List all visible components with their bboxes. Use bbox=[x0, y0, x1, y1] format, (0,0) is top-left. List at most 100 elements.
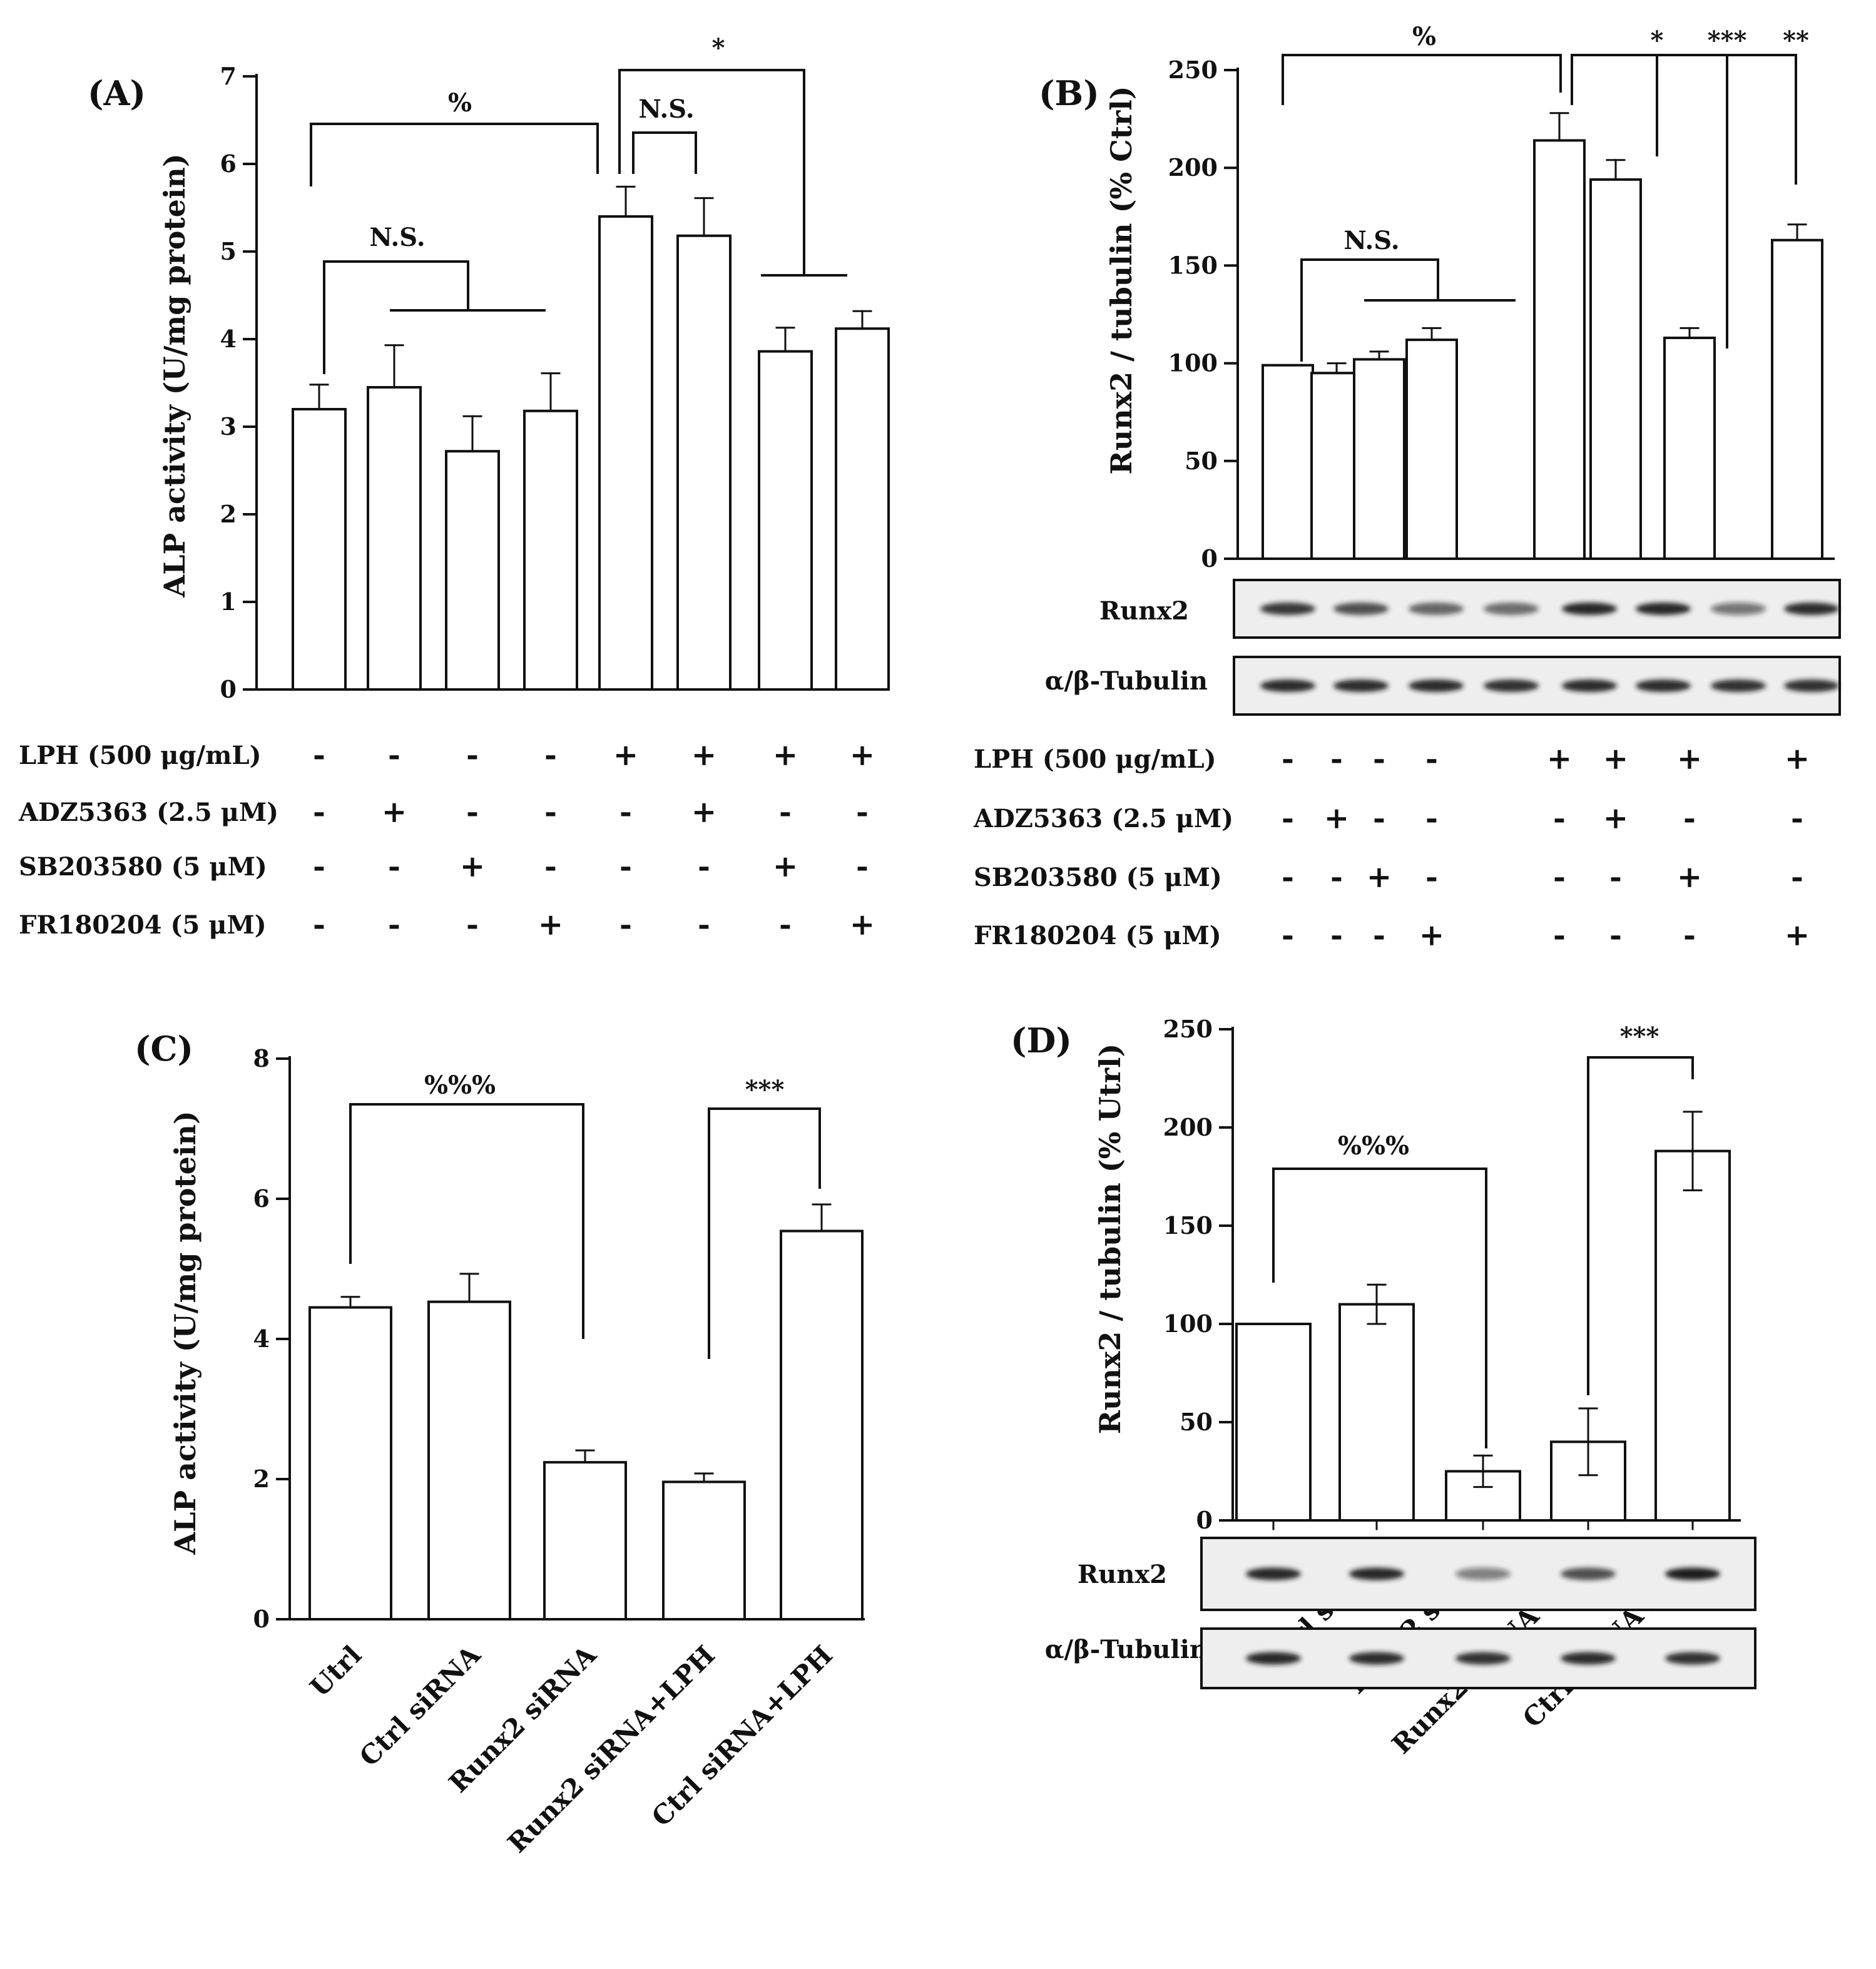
significance-bracket bbox=[310, 123, 599, 186]
y-tick-label: 6 bbox=[220, 150, 237, 178]
y-tick-label: 8 bbox=[253, 1044, 270, 1072]
blot-label-runx2: Runx2 bbox=[1078, 1560, 1167, 1589]
significance-label: * bbox=[1651, 26, 1664, 55]
significance-label: * bbox=[712, 33, 725, 63]
bar bbox=[1405, 338, 1458, 560]
treatment-sign: - bbox=[1553, 918, 1566, 953]
y-tick-label: 250 bbox=[1163, 1015, 1213, 1043]
blot-runx2-band bbox=[1562, 603, 1617, 615]
significance-label: N.S. bbox=[638, 94, 694, 124]
bar bbox=[523, 409, 578, 691]
y-tick-label: 0 bbox=[253, 1605, 270, 1633]
treatment-sign: - bbox=[619, 795, 632, 830]
blot-label-tubulin: α/β-Tubulin bbox=[1045, 1635, 1208, 1664]
significance-label: % bbox=[448, 88, 472, 118]
treatment-sign: + bbox=[1785, 741, 1810, 776]
significance-bracket bbox=[323, 260, 469, 374]
blot-label-runx2: Runx2 bbox=[1099, 596, 1189, 626]
y-tick-label: 4 bbox=[220, 325, 237, 353]
significance-bracket bbox=[1571, 54, 1797, 185]
treatment-sign: - bbox=[1282, 801, 1294, 836]
bar bbox=[780, 1229, 864, 1620]
panel-label: (A) bbox=[88, 73, 146, 113]
treatment-label: ADZ5363 (2.5 μM) bbox=[18, 798, 278, 827]
blot-runx2-band bbox=[1246, 1567, 1301, 1580]
treatment-sign: - bbox=[856, 849, 869, 884]
treatment-sign: + bbox=[382, 795, 407, 830]
treatment-sign: + bbox=[850, 738, 875, 773]
blot-tubulin-band bbox=[1333, 679, 1389, 692]
bar bbox=[1771, 238, 1823, 560]
x-tick-label: Runx2 siRNA+LPH bbox=[502, 1639, 721, 1858]
treatment-sign: - bbox=[466, 907, 479, 942]
panel-c-chart: (C) ALP activity (U/mg protein) 0 2 4 6 8 Utr… bbox=[135, 1029, 865, 1859]
bar bbox=[1663, 336, 1716, 560]
y-tick-label: 2 bbox=[253, 1465, 270, 1493]
y-tick-label: 150 bbox=[1168, 251, 1218, 279]
treatment-sign: + bbox=[1677, 741, 1702, 776]
treatment-sign: - bbox=[1791, 860, 1803, 895]
significance-bracket bbox=[632, 131, 697, 174]
treatment-sign: - bbox=[1553, 860, 1566, 895]
treatment-sign: + bbox=[850, 907, 875, 942]
treatment-label: SB203580 (5 μM) bbox=[974, 863, 1222, 892]
treatment-sign: - bbox=[1282, 860, 1294, 895]
treatment-label: FR180204 (5 μM) bbox=[19, 910, 267, 940]
blot-tubulin-band bbox=[1665, 1652, 1720, 1665]
blot-tubulin-band bbox=[1784, 679, 1839, 692]
blot-tubulin-band bbox=[1636, 679, 1691, 692]
blot-runx2-band bbox=[1636, 603, 1691, 615]
treatment-sign: - bbox=[698, 907, 710, 942]
significance-label: %%% bbox=[1338, 1131, 1409, 1161]
bar bbox=[292, 408, 347, 691]
treatment-sign: - bbox=[856, 795, 869, 830]
treatment-sign: - bbox=[466, 738, 479, 773]
treatment-sign: + bbox=[773, 849, 798, 884]
treatment-sign: - bbox=[544, 795, 557, 830]
blot-runx2-band bbox=[1484, 603, 1539, 615]
y-tick-label: 4 bbox=[253, 1325, 270, 1353]
y-tick-label: 250 bbox=[1168, 56, 1218, 84]
significance-bracket bbox=[708, 1107, 821, 1359]
treatment-sign: - bbox=[1791, 801, 1803, 836]
treatment-label: FR180204 (5 μM) bbox=[974, 921, 1221, 950]
significance-label: *** bbox=[1708, 26, 1747, 55]
bar bbox=[1589, 178, 1642, 561]
treatment-sign: - bbox=[1425, 741, 1438, 776]
y-axis-label: Runx2 / tubulin (% Utrl) bbox=[1093, 1044, 1127, 1434]
bar bbox=[367, 386, 422, 691]
panel-b-chart: (B) Runx2 / tubulin (% Ctrl) Runx2 α/β-T… bbox=[973, 22, 1841, 953]
treatment-sign: - bbox=[544, 738, 557, 773]
treatment-sign: - bbox=[1425, 801, 1438, 836]
treatment-sign: - bbox=[1330, 741, 1343, 776]
treatment-sign: + bbox=[1419, 918, 1444, 953]
treatment-label: SB203580 (5 μM) bbox=[19, 852, 267, 882]
significance-bracket bbox=[1300, 258, 1439, 362]
y-tick-label: 200 bbox=[1163, 1113, 1213, 1141]
significance-label: % bbox=[1412, 22, 1436, 51]
treatment-sign: - bbox=[1553, 801, 1566, 836]
blot-tubulin-band bbox=[1260, 679, 1315, 692]
bar bbox=[427, 1300, 511, 1620]
bar bbox=[1533, 139, 1586, 561]
treatment-sign: + bbox=[773, 738, 798, 773]
treatment-sign: - bbox=[779, 907, 792, 942]
blot-tubulin-band bbox=[1484, 679, 1539, 692]
significance-bracket bbox=[1587, 1056, 1694, 1395]
treatment-sign: - bbox=[619, 849, 632, 884]
blot-tubulin-band bbox=[1562, 679, 1617, 692]
blot-runx2-band bbox=[1333, 603, 1389, 615]
treatment-sign: - bbox=[1683, 918, 1696, 953]
bar bbox=[598, 215, 653, 691]
treatment-sign: - bbox=[779, 795, 792, 830]
y-tick-label: 1 bbox=[220, 588, 237, 616]
y-tick-label: 0 bbox=[1196, 1506, 1213, 1534]
y-tick-label: 3 bbox=[220, 412, 237, 440]
treatment-sign: - bbox=[466, 795, 479, 830]
bar bbox=[1654, 1149, 1731, 1522]
significance-label: *** bbox=[1620, 1022, 1659, 1051]
y-tick-label: 0 bbox=[220, 675, 237, 703]
blot-runx2-band bbox=[1561, 1567, 1616, 1580]
treatment-sign: + bbox=[1603, 801, 1628, 836]
